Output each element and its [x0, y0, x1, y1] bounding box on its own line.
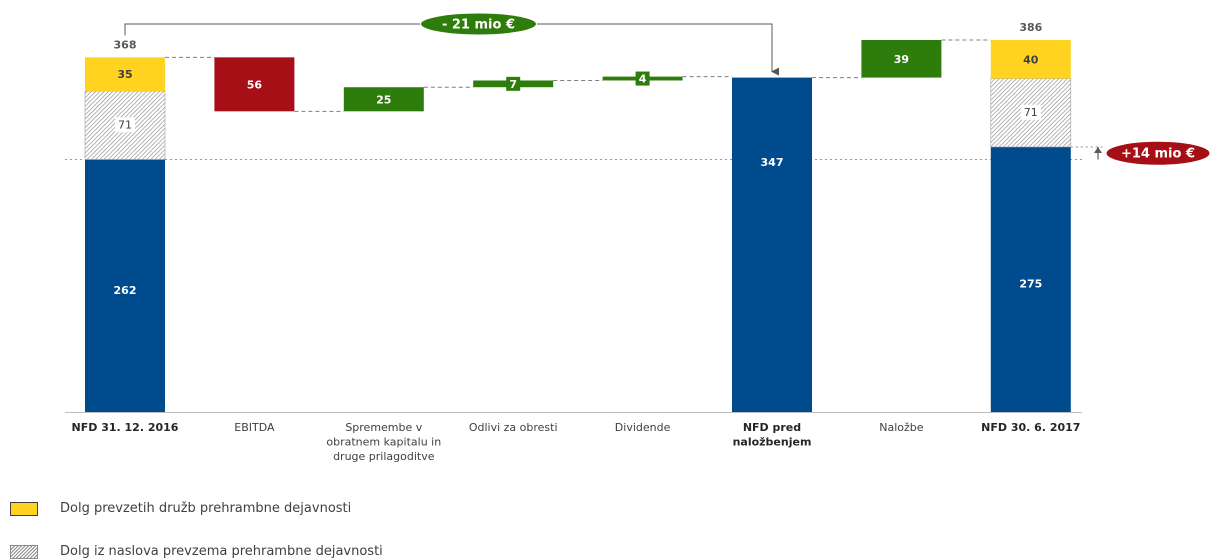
total-label: 386: [1019, 21, 1042, 34]
data-label-bg: [1020, 104, 1041, 120]
bar-segment-yellow: [990, 40, 1071, 79]
data-label: 275: [1019, 277, 1042, 290]
bar-delta: [343, 87, 424, 112]
category-label: Naložbe: [879, 421, 924, 434]
data-label: 4: [639, 73, 647, 86]
data-label: 71: [118, 118, 132, 131]
category-label: Dividende: [615, 421, 671, 434]
legend-label-hatch: Dolg iz naslova prevzema prehrambne deja…: [60, 544, 383, 559]
data-label: 71: [1024, 106, 1038, 119]
data-label: 40: [1023, 53, 1039, 66]
data-label-bg: [115, 117, 135, 133]
bar-segment-yellow: [85, 57, 165, 92]
legend-item-yellow: Dolg prevzetih družb prehrambne dejavnos…: [10, 501, 351, 516]
legend-swatch-hatch: [10, 544, 38, 559]
legend-swatch-yellow: [10, 501, 38, 516]
annotation-text-red: +14 mio €: [1121, 147, 1195, 162]
category-label: NFD pred naložbenjem: [733, 421, 812, 449]
bar-segment-hatch: [84, 90, 166, 160]
data-label: 56: [247, 78, 263, 91]
data-label: 347: [761, 156, 784, 169]
data-label: 262: [114, 284, 137, 297]
annotation-ellipse: [420, 12, 537, 36]
category-label: NFD 31. 12. 2016: [72, 421, 179, 434]
category-label: NFD 30. 6. 2017: [981, 421, 1080, 434]
total-label: 368: [114, 38, 137, 51]
delta-arrowhead: [1094, 146, 1102, 153]
bar-total: [732, 77, 812, 412]
data-label: 35: [117, 68, 132, 81]
data-label: 25: [376, 93, 391, 106]
category-label: Odlivi za obresti: [469, 421, 558, 434]
legend-item-hatch: Dolg iz naslova prevzema prehrambne deja…: [10, 544, 383, 559]
bar-delta: [861, 40, 942, 78]
category-label: Spremembe v obratnem kapitalu in druge pri…: [326, 421, 441, 463]
bar-segment-base: [990, 146, 1071, 412]
data-label-bg: [506, 76, 521, 91]
annotation-ellipse-red: [1105, 140, 1211, 166]
data-label-bg: [635, 71, 650, 86]
legend-label-yellow: Dolg prevzetih družb prehrambne dejavnos…: [60, 501, 352, 516]
annotation-text: - 21 mio €: [442, 18, 515, 33]
waterfall-chart: 262 71 35 368 56 25 7 4 347 39 275 71 40 386 - 21 mio…: [65, 12, 1211, 463]
data-label: 7: [509, 78, 517, 91]
data-label: 39: [894, 53, 909, 66]
category-label: EBITDA: [234, 421, 275, 434]
bar-delta: [214, 57, 295, 112]
bar-segment-base: [85, 159, 165, 412]
